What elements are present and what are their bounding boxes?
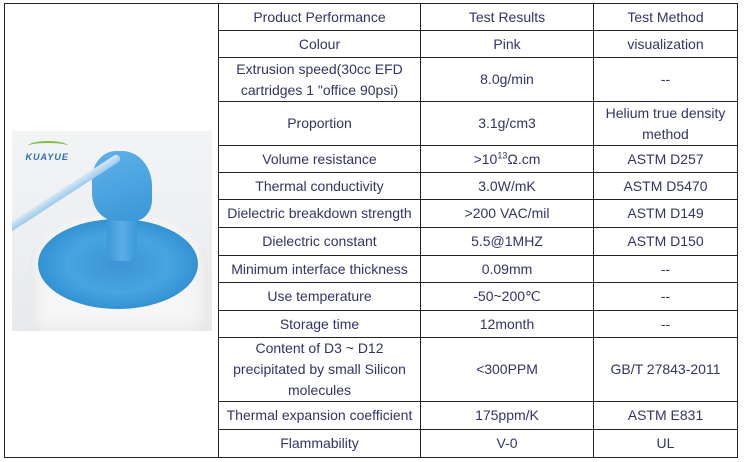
performance-cell: Extrusion speed(30cc EFD cartridges 1 "o… [218,57,421,102]
table-row: Use temperature -50~200℃ -- [5,282,738,311]
result-cell: 8.0g/min [420,57,594,102]
result-cell: Pink [420,30,594,58]
result-cell: -50~200℃ [420,282,594,311]
result-cell: 3.1g/cm3 [420,101,594,146]
paste-blob [91,150,152,221]
method-cell: -- [593,255,738,283]
method-cell: Helium true density method [593,101,738,146]
result-cell: >1013Ω.cm [420,145,594,173]
table-row: Proportion 3.1g/cm3 Helium true density me… [5,101,738,146]
result-cell: 0.09mm [420,255,594,283]
performance-cell: Storage time [218,310,421,338]
logo-arc [27,140,68,151]
method-cell: GB/T 27843-2011 [593,337,738,402]
table-row: Storage time 12month -- [5,310,738,338]
result-cell: >200 VAC/mil [420,199,594,228]
result-exponent: 13 [497,149,508,160]
performance-cell: Content of D3 ~ D12 precipitated by smal… [218,337,421,402]
method-cell: -- [593,310,738,338]
method-cell: ASTM D150 [593,227,738,256]
table-row: Extrusion speed(30cc EFD cartridges 1 "o… [5,57,738,102]
method-cell: ASTM D5470 [593,172,738,200]
table-row: Thermal expansion coefficient 175ppm/K AST… [5,401,738,430]
table-row: Dielectric breakdown strength >200 VAC/mi… [5,199,738,228]
result-cell: 5.5@1MHZ [420,227,594,256]
header-performance: Product Performance [218,3,421,31]
performance-cell: Use temperature [218,282,421,311]
product-image-cell: KUAYUE [4,3,219,458]
result-cell: <300PPM [420,337,594,402]
performance-cell: Thermal conductivity [218,172,421,200]
performance-cell: Dielectric breakdown strength [218,199,421,228]
method-cell: -- [593,57,738,102]
method-cell: ASTM D149 [593,199,738,228]
table-row: Volume resistance >1013Ω.cm ASTM D257 [5,145,738,173]
performance-cell: Volume resistance [218,145,421,173]
method-cell: UL [593,429,738,458]
spec-table: KUAYUE Product Performance Test Results … [4,3,738,458]
header-method: Test Method [593,3,738,31]
table-row: Flammability V-0 UL [5,429,738,458]
performance-cell: Thermal expansion coefficient [218,401,421,430]
brand-logo: KUAYUE [25,151,69,162]
table-row: Content of D3 ~ D12 precipitated by smal… [5,337,738,402]
performance-cell: Dielectric constant [218,227,421,256]
performance-cell: Proportion [218,101,421,146]
result-base: >10 [473,150,498,167]
table-row: Thermal conductivity 3.0W/mK ASTM D5470 [5,172,738,200]
table-row: Colour Pink visualization [5,30,738,58]
result-cell: 175ppm/K [420,401,594,430]
header-row: KUAYUE Product Performance Test Results … [4,3,738,458]
result-cell: 3.0W/mK [420,172,594,200]
method-cell: visualization [593,30,738,58]
product-photo: KUAYUE [11,130,212,331]
performance-cell: Flammability [218,429,421,458]
header-results: Test Results [420,3,594,31]
table-row: Dielectric constant 5.5@1MHZ ASTM D150 [5,227,738,256]
result-cell: V-0 [420,429,594,458]
method-cell: ASTM D257 [593,145,738,173]
result-unit: Ω.cm [507,150,541,167]
performance-cell: Colour [218,30,421,58]
performance-cell: Minimum interface thickness [218,255,421,283]
table-row: Minimum interface thickness 0.09mm -- [5,255,738,283]
method-cell: ASTM E831 [593,401,738,430]
method-cell: -- [593,282,738,311]
result-cell: 12month [420,310,594,338]
